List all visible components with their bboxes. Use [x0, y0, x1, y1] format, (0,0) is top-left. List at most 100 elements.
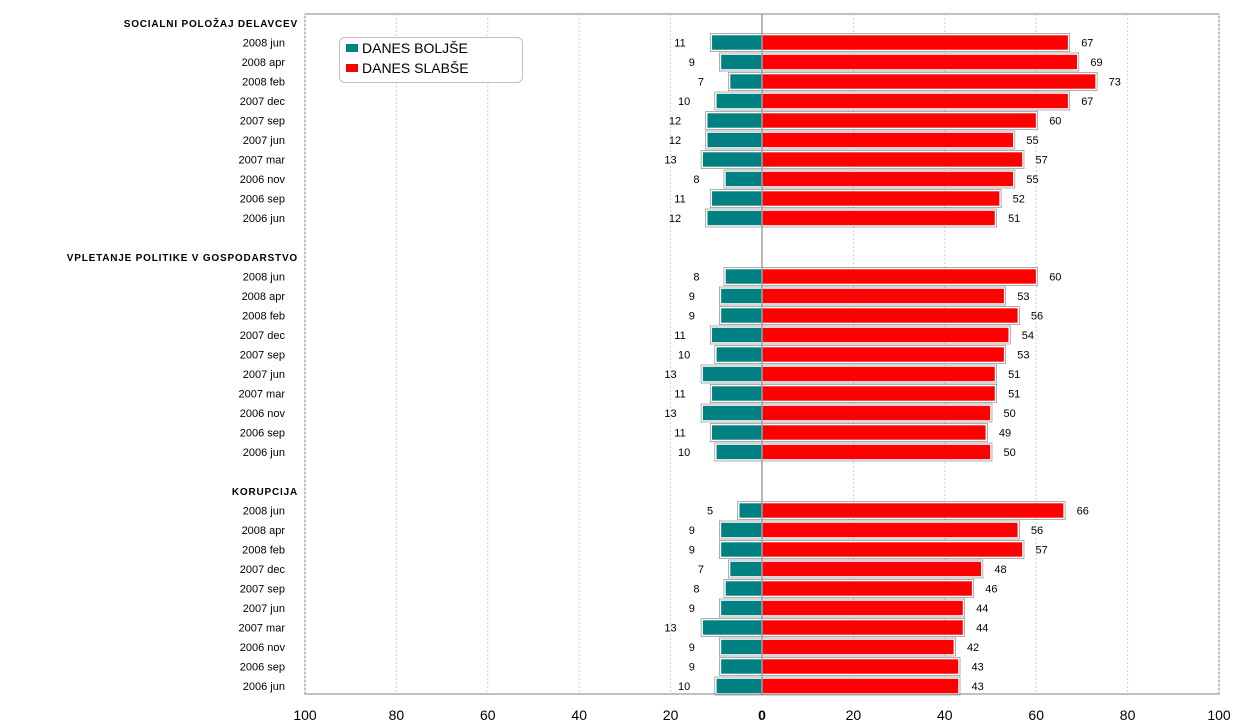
- category-label: 2008 jun: [243, 272, 285, 284]
- bar-danes-boljse: [729, 73, 763, 90]
- data-label-slabse: 48: [994, 564, 1006, 576]
- data-label-slabse: 69: [1090, 57, 1102, 69]
- bar-danes-slabse: [761, 93, 1069, 109]
- bar-danes-slabse: [761, 424, 987, 441]
- bar-danes-slabse: [761, 268, 1037, 285]
- bar-danes-boljse: [715, 346, 763, 363]
- bar-danes-slabse: [761, 580, 973, 597]
- x-tick-label: 100: [293, 707, 317, 723]
- bar-danes-boljse: [738, 502, 763, 519]
- category-label: 2006 nov: [240, 408, 286, 420]
- bar-danes-slabse: [761, 541, 1023, 558]
- bar-danes-boljse: [702, 151, 763, 168]
- bar-danes-boljse: [720, 54, 763, 70]
- bar-danes-slabse: [761, 132, 1014, 148]
- data-label-boljse: 9: [689, 291, 695, 303]
- bar-danes-slabse: [761, 561, 982, 577]
- bar-danes-boljse: [706, 112, 763, 129]
- category-label: 2007 dec: [240, 96, 286, 108]
- bar-danes-boljse: [711, 327, 763, 343]
- bar-danes-slabse: [761, 54, 1078, 70]
- x-tick-label: 20: [663, 707, 679, 723]
- bar-danes-slabse: [761, 366, 996, 382]
- data-label-boljse: 12: [669, 135, 681, 147]
- bar-danes-boljse: [725, 171, 763, 187]
- data-label-slabse: 42: [967, 642, 979, 654]
- data-label-boljse: 9: [689, 57, 695, 69]
- x-tick-label: 40: [937, 707, 953, 723]
- category-label: 2008 jun: [243, 506, 285, 518]
- category-label: 2006 sep: [240, 662, 285, 674]
- data-label-boljse: 12: [669, 213, 681, 225]
- bar-danes-slabse: [761, 522, 1019, 538]
- x-tick-label: 100: [1207, 707, 1231, 723]
- bar-danes-boljse: [711, 190, 763, 207]
- data-label-boljse: 9: [689, 311, 695, 323]
- data-label-boljse: 10: [678, 96, 690, 108]
- bar-danes-slabse: [761, 346, 1005, 363]
- x-tick-label: 0: [758, 707, 766, 723]
- bar-danes-boljse: [725, 580, 763, 597]
- bar-danes-boljse: [711, 34, 763, 51]
- data-label-slabse: 57: [1035, 155, 1047, 167]
- category-label: 2008 feb: [242, 545, 285, 557]
- category-label: 2006 jun: [243, 681, 285, 693]
- data-label-boljse: 8: [693, 174, 699, 186]
- data-label-slabse: 51: [1008, 369, 1020, 381]
- bar-danes-slabse: [761, 639, 955, 655]
- category-label: 2007 mar: [239, 389, 286, 401]
- bar-danes-slabse: [761, 600, 964, 616]
- data-label-boljse: 11: [674, 389, 685, 401]
- category-label: 2008 apr: [242, 57, 286, 69]
- bar-danes-slabse: [761, 385, 996, 402]
- data-label-slabse: 49: [999, 428, 1011, 440]
- chart-legend: DANES BOLJŠE DANES SLABŠE: [339, 37, 523, 83]
- category-label: 2006 sep: [240, 194, 285, 206]
- x-tick-label: 80: [1120, 707, 1136, 723]
- category-label: 2007 jun: [243, 603, 285, 615]
- data-label-boljse: 10: [678, 681, 690, 693]
- data-label-slabse: 56: [1031, 311, 1043, 323]
- data-label-slabse: 44: [976, 623, 988, 635]
- data-label-slabse: 56: [1031, 525, 1043, 537]
- data-label-boljse: 9: [689, 642, 695, 654]
- data-label-slabse: 46: [985, 584, 997, 596]
- category-label: 2007 jun: [243, 135, 285, 147]
- bar-danes-slabse: [761, 502, 1064, 519]
- bar-danes-slabse: [761, 444, 991, 460]
- data-label-slabse: 53: [1017, 350, 1029, 362]
- data-label-boljse: 12: [669, 116, 681, 128]
- bar-danes-boljse: [702, 405, 763, 421]
- bar-danes-slabse: [761, 658, 959, 675]
- category-label: 2007 sep: [240, 584, 285, 596]
- data-label-boljse: 13: [664, 623, 676, 635]
- data-label-slabse: 43: [972, 662, 984, 674]
- data-label-slabse: 55: [1026, 174, 1038, 186]
- data-label-boljse: 8: [693, 272, 699, 284]
- bar-danes-boljse: [715, 93, 763, 109]
- x-tick-label: 20: [846, 707, 862, 723]
- bar-danes-slabse: [761, 34, 1069, 51]
- data-label-boljse: 8: [693, 584, 699, 596]
- data-label-boljse: 9: [689, 662, 695, 674]
- bar-danes-slabse: [761, 405, 991, 421]
- bar-danes-boljse: [715, 678, 763, 694]
- data-label-slabse: 51: [1008, 389, 1020, 401]
- data-label-boljse: 11: [674, 330, 685, 342]
- data-label-slabse: 60: [1049, 272, 1061, 284]
- group-title: VPLETANJE POLITIKE V GOSPODARSTVO: [67, 253, 298, 264]
- data-label-slabse: 54: [1022, 330, 1034, 342]
- legend-swatch-boljse: [346, 44, 358, 52]
- category-label: 2007 dec: [240, 564, 286, 576]
- data-label-slabse: 66: [1077, 506, 1089, 518]
- bar-danes-boljse: [706, 210, 763, 226]
- category-label: 2006 jun: [243, 447, 285, 459]
- bar-danes-boljse: [720, 522, 763, 538]
- data-label-slabse: 73: [1109, 77, 1121, 89]
- data-label-slabse: 67: [1081, 96, 1093, 108]
- data-label-slabse: 57: [1035, 545, 1047, 557]
- x-tick-label: 60: [1028, 707, 1044, 723]
- bar-danes-boljse: [725, 268, 763, 285]
- category-label: 2007 dec: [240, 330, 286, 342]
